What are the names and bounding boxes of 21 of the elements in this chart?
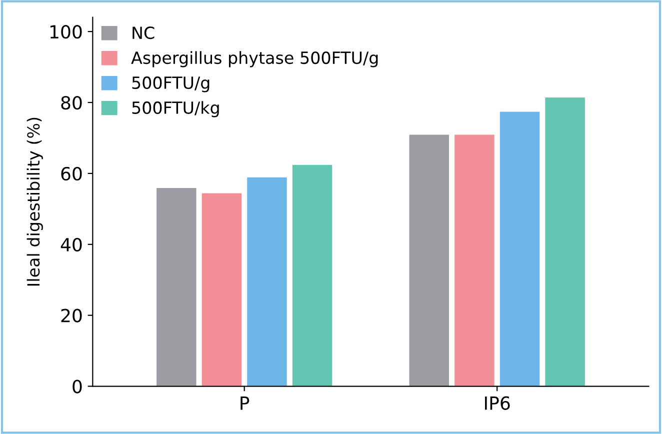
bar (408, 134, 450, 386)
y-tick-label: 40 (60, 238, 82, 252)
y-axis-title: Ileal digestibility (%) (26, 118, 43, 286)
bar (292, 164, 333, 386)
bar (499, 111, 540, 386)
y-tick-label: 60 (61, 166, 82, 181)
legend-label: NC (132, 26, 154, 40)
legend-label: Aspergillus phytase 500FTU/g (131, 51, 378, 68)
y-tick-label: 80 (61, 96, 82, 110)
bar (201, 192, 242, 386)
x-tick-label: IP6 (485, 396, 510, 410)
x-tick-label: P (240, 396, 250, 410)
legend-label: 500FTU/g (132, 76, 210, 92)
legend-label: 500FTU/kg (132, 101, 219, 118)
bar (544, 96, 586, 386)
bar (454, 134, 496, 386)
y-tick-label: 20 (61, 308, 82, 322)
bar (246, 176, 288, 386)
y-tick-label: 0 (72, 380, 82, 394)
bar (156, 187, 197, 386)
y-tick-label: 100 (50, 25, 82, 39)
